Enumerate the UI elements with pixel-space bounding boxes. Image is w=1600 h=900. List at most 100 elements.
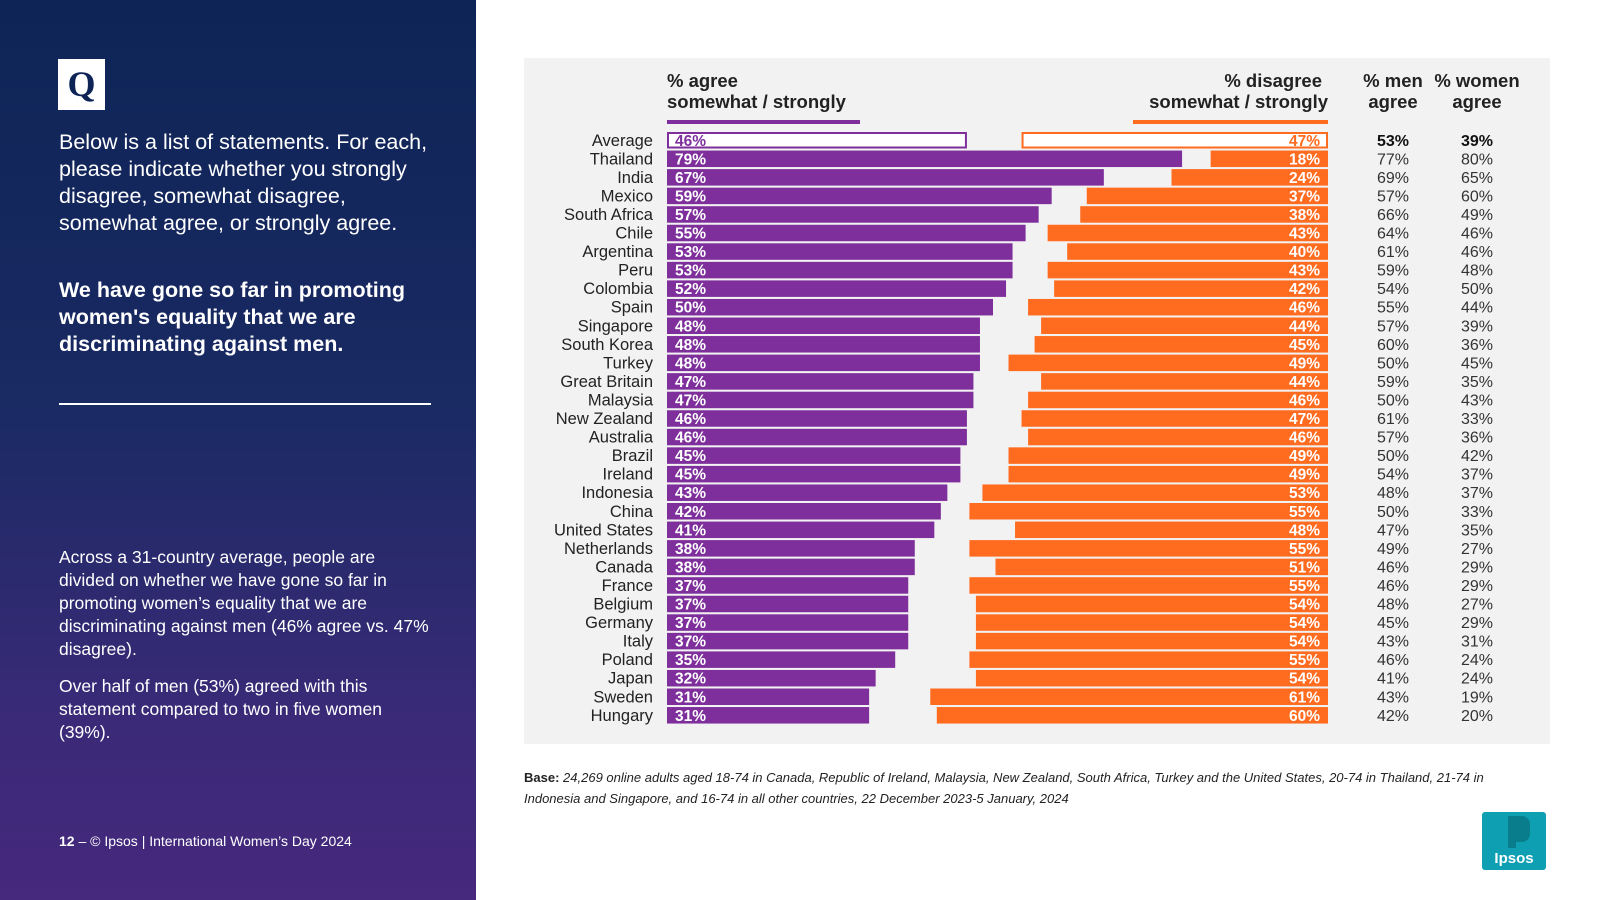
disagree-bar bbox=[969, 540, 1328, 557]
agree-bar bbox=[667, 465, 961, 483]
agree-bar bbox=[667, 206, 1039, 223]
agree-bar bbox=[667, 521, 935, 539]
women-agree-value: 37% bbox=[1461, 467, 1493, 484]
header-women-line-2: agree bbox=[1452, 91, 1501, 112]
disagree-bar bbox=[975, 595, 1328, 613]
agree-value-label: 53% bbox=[675, 263, 706, 280]
agree-value-label: 37% bbox=[675, 615, 706, 632]
category-label: Sweden bbox=[593, 688, 653, 706]
disagree-value-label: 55% bbox=[1289, 578, 1320, 595]
men-agree-value: 46% bbox=[1377, 559, 1409, 576]
disagree-value-label: 40% bbox=[1289, 244, 1320, 261]
agree-value-label: 45% bbox=[675, 448, 706, 465]
agree-value-label: 45% bbox=[675, 467, 706, 484]
disagree-bar bbox=[1008, 447, 1328, 464]
header-men-line-1: % men bbox=[1363, 70, 1423, 91]
agree-value-label: 43% bbox=[675, 485, 706, 502]
left-panel: Q Below is a list of statements. For eac… bbox=[0, 0, 476, 900]
category-label: Turkey bbox=[603, 354, 654, 372]
disagree-value-label: 24% bbox=[1289, 170, 1320, 187]
category-label: Japan bbox=[608, 670, 653, 688]
agree-bar bbox=[667, 169, 1104, 186]
summary-paragraph-1: Across a 31-country average, people are … bbox=[59, 547, 429, 659]
agree-value-label: 37% bbox=[675, 634, 706, 651]
men-agree-value: 54% bbox=[1377, 467, 1409, 484]
logo-mark bbox=[1508, 816, 1530, 848]
women-agree-value: 48% bbox=[1461, 263, 1493, 280]
divider bbox=[59, 403, 431, 405]
men-agree-value: 43% bbox=[1377, 634, 1409, 651]
men-agree-value: 57% bbox=[1377, 318, 1409, 335]
men-agree-value: 42% bbox=[1377, 708, 1409, 725]
agree-bar bbox=[667, 614, 909, 631]
category-label: Average bbox=[592, 132, 653, 150]
agree-value-label: 67% bbox=[675, 170, 706, 187]
agree-bar bbox=[667, 261, 1013, 279]
men-agree-value: 55% bbox=[1377, 300, 1409, 317]
footer: 12 – © Ipsos | International Women’s Day… bbox=[59, 833, 352, 849]
disagree-value-label: 46% bbox=[1289, 392, 1320, 409]
agree-value-label: 38% bbox=[675, 541, 706, 558]
category-label: South Korea bbox=[561, 336, 654, 354]
women-agree-value: 39% bbox=[1461, 318, 1493, 335]
disagree-bar bbox=[982, 484, 1328, 501]
agree-bar bbox=[667, 632, 909, 650]
disagree-bar bbox=[1028, 428, 1328, 446]
category-label: Colombia bbox=[583, 280, 654, 298]
category-label: China bbox=[610, 503, 654, 521]
footer-text: – © Ipsos | International Women’s Day 20… bbox=[74, 833, 352, 849]
category-label: Brazil bbox=[612, 447, 653, 465]
men-agree-value: 66% bbox=[1377, 207, 1409, 224]
men-agree-value: 43% bbox=[1377, 689, 1409, 706]
agree-value-label: 48% bbox=[675, 355, 706, 372]
women-agree-value: 33% bbox=[1461, 411, 1493, 428]
category-label: Singapore bbox=[578, 317, 653, 335]
men-agree-value: 57% bbox=[1377, 188, 1409, 205]
women-agree-value: 50% bbox=[1461, 281, 1493, 298]
disagree-bar bbox=[1054, 280, 1328, 297]
disagree-bar bbox=[1021, 132, 1328, 149]
women-agree-value: 46% bbox=[1461, 226, 1493, 243]
disagree-value-label: 42% bbox=[1289, 281, 1320, 298]
agree-bar bbox=[667, 336, 980, 353]
disagree-value-label: 61% bbox=[1289, 689, 1320, 706]
category-label: Indonesia bbox=[581, 484, 653, 502]
category-label: Peru bbox=[618, 262, 653, 280]
category-label: Belgium bbox=[593, 596, 653, 614]
men-agree-value: 41% bbox=[1377, 671, 1409, 688]
agree-value-label: 46% bbox=[675, 411, 706, 428]
agree-bar bbox=[667, 447, 961, 464]
ipsos-logo: Ipsos bbox=[1482, 812, 1546, 870]
agree-value-label: 48% bbox=[675, 337, 706, 354]
agree-bar bbox=[667, 558, 915, 576]
disagree-bar bbox=[1086, 187, 1328, 205]
disagree-value-label: 54% bbox=[1289, 634, 1320, 651]
logo-text: Ipsos bbox=[1494, 850, 1533, 867]
men-agree-value: 69% bbox=[1377, 170, 1409, 187]
category-label: Poland bbox=[602, 651, 653, 669]
men-agree-value: 61% bbox=[1377, 244, 1409, 261]
agree-value-label: 31% bbox=[675, 708, 706, 725]
base-note: Base: 24,269 online adults aged 18-74 in… bbox=[524, 767, 1524, 809]
header-disagree-line-1: % disagree bbox=[1224, 70, 1322, 91]
men-agree-value: 46% bbox=[1377, 578, 1409, 595]
agree-bar bbox=[667, 243, 1013, 260]
disagree-value-label: 54% bbox=[1289, 671, 1320, 688]
question-icon: Q bbox=[58, 59, 105, 110]
disagree-bar bbox=[936, 707, 1328, 724]
disagree-bar bbox=[1008, 465, 1328, 483]
category-label: Mexico bbox=[601, 187, 653, 205]
men-agree-value: 59% bbox=[1377, 374, 1409, 391]
disagree-value-label: 43% bbox=[1289, 226, 1320, 243]
header-agree-line-2: somewhat / strongly bbox=[667, 91, 847, 112]
disagree-bar bbox=[969, 651, 1328, 668]
disagree-value-label: 47% bbox=[1289, 133, 1320, 150]
women-agree-value: 33% bbox=[1461, 504, 1493, 521]
men-agree-value: 45% bbox=[1377, 615, 1409, 632]
disagree-bar bbox=[930, 688, 1328, 705]
agree-bar bbox=[667, 410, 967, 427]
disagree-bar bbox=[1210, 150, 1328, 168]
statement-text: We have gone so far in promoting women's… bbox=[59, 278, 406, 356]
category-label: Canada bbox=[595, 558, 654, 576]
agree-bar bbox=[667, 484, 948, 501]
